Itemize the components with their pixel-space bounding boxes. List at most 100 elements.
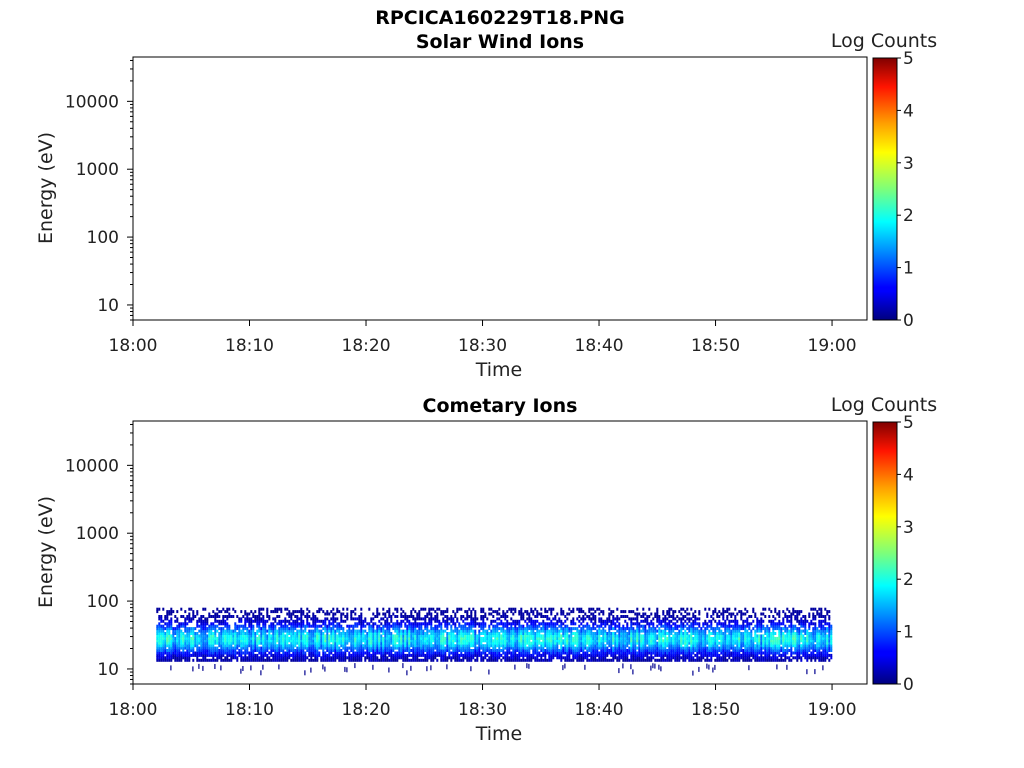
spectrogram-cell (190, 653, 193, 657)
spectrogram-cell (242, 636, 245, 640)
spectrogram-cell (500, 634, 503, 638)
spectrogram-cell (172, 627, 175, 631)
spectrogram-cell (486, 658, 489, 662)
spectrogram-cell (544, 656, 547, 660)
spectrogram-cell (610, 632, 613, 635)
spectrogram-cell (322, 622, 325, 626)
spectrogram-cell (214, 639, 217, 643)
spectrogram-cell (314, 615, 317, 618)
spectrogram-cell (370, 619, 373, 623)
spectrogram-cell (198, 649, 201, 652)
spectrogram-cell (480, 644, 483, 648)
spectrogram-cell (314, 636, 317, 640)
spectrogram-cell (652, 641, 655, 645)
spectrogram-cell (512, 656, 515, 660)
spectrogram-cell (680, 656, 683, 660)
spectrogram-cell (330, 610, 333, 614)
spectrogram-cell (734, 634, 737, 638)
spectrogram-cell (714, 639, 717, 643)
spectrogram-cell (634, 632, 637, 635)
spectrogram-cell (250, 610, 253, 614)
spectrogram-cell (254, 644, 257, 648)
spectrogram-cell (654, 651, 657, 655)
spectrogram-cell (328, 656, 331, 660)
spectrogram-cell (468, 644, 471, 648)
spectrogram-cell (542, 624, 545, 628)
spectrogram-cell (696, 644, 699, 648)
spectrogram-cell (630, 636, 633, 640)
spectrogram-cell (430, 615, 433, 618)
spectrogram-cell (550, 636, 553, 640)
spectrogram-cell (554, 639, 557, 643)
spectrogram-cell (576, 641, 579, 645)
spectrogram-cell (446, 656, 449, 660)
spectrogram-cell (698, 634, 701, 638)
spectrogram-cell (566, 629, 569, 633)
spectrogram-cell (512, 649, 515, 652)
spectrogram-cell (604, 644, 607, 648)
spectrogram-cell (232, 629, 235, 633)
spectrogram-cell (550, 639, 553, 643)
spectrogram-cell (364, 617, 367, 621)
spectrogram-cell (344, 639, 347, 643)
spectrogram-cell (742, 658, 745, 662)
spectrogram-cell (584, 639, 587, 643)
spectrogram-cell (290, 649, 293, 652)
spectrogram-cell (288, 629, 291, 633)
spectrogram-cell (588, 617, 591, 621)
spectrogram-cell (344, 656, 347, 660)
spectrogram-cell (646, 639, 649, 643)
spectrogram-cell (348, 632, 351, 635)
spectrogram-cell (272, 617, 275, 621)
spectrogram-cell (692, 636, 695, 640)
spectrogram-cell (326, 649, 329, 652)
spectrogram-cell (722, 636, 725, 640)
spectrogram-cell (598, 644, 601, 648)
spectrogram-cell (448, 632, 451, 635)
spectrogram-cell (470, 624, 473, 628)
spectrogram-cell (416, 649, 419, 652)
spectrogram-cell (384, 649, 387, 652)
spectrogram-cell (224, 656, 227, 660)
spectrogram-cell (506, 624, 509, 628)
spectrogram-cell (266, 612, 269, 616)
spectrogram-cell (266, 649, 269, 652)
spectrogram-cell (312, 619, 315, 623)
spectrogram-cell (702, 629, 705, 633)
spectrogram-cell (700, 636, 703, 640)
spectrogram-cell (514, 634, 517, 638)
spectrogram-cell (218, 622, 221, 626)
spectrogram-cell (252, 632, 255, 635)
spectrogram-cell (214, 641, 217, 645)
spectrogram-cell (682, 636, 685, 640)
spectrogram-cell (468, 629, 471, 633)
spectrogram-cell (454, 636, 457, 640)
spectrogram-cell (200, 658, 203, 662)
spectrogram-cell (212, 641, 215, 645)
spectrogram-cell (546, 617, 549, 621)
spectrogram-cell (708, 636, 711, 640)
spectrogram-cell (224, 646, 227, 650)
spectrogram-cell (342, 629, 345, 633)
spectrogram-cell (244, 610, 247, 614)
spectrogram-cell (462, 656, 465, 660)
spectrogram-cell (574, 632, 577, 635)
spectrogram-cell (350, 656, 353, 660)
spectrogram-cell (454, 656, 457, 660)
spectrogram-cell (160, 624, 163, 628)
spectrogram-cell (532, 624, 535, 628)
spectrogram-cell (302, 622, 305, 626)
spectrogram-cell (618, 649, 621, 652)
spectrogram-cell (608, 651, 611, 655)
spectrogram-cell (738, 624, 741, 628)
spectrogram-cell (256, 644, 259, 648)
spectrogram-cell (450, 639, 453, 643)
spectrogram-cell (508, 646, 511, 650)
spectrogram-cell (298, 658, 301, 662)
spectrogram-cell (248, 619, 251, 623)
spectrogram-cell (392, 644, 395, 648)
spectrogram-cell (200, 639, 203, 643)
spectrogram-cell (340, 649, 343, 652)
spectrogram-cell (328, 649, 331, 652)
spectrogram-cell (346, 649, 349, 652)
